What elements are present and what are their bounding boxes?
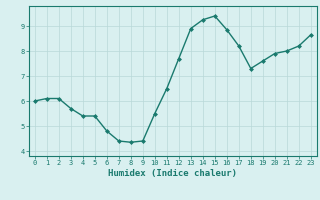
X-axis label: Humidex (Indice chaleur): Humidex (Indice chaleur) [108,169,237,178]
